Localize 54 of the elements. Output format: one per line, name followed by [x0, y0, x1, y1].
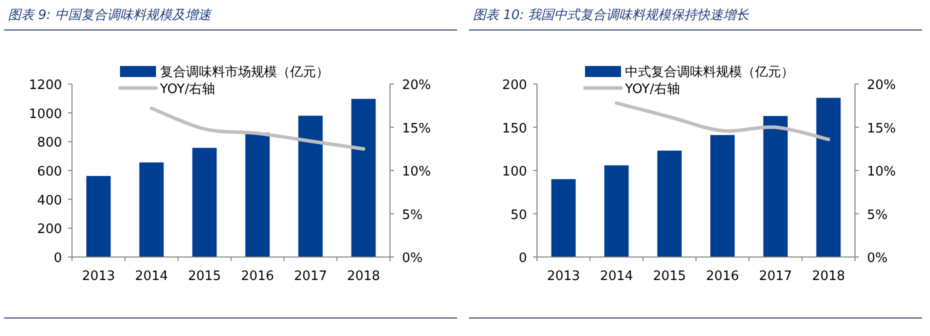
- legend-label: 复合调味料市场规模（亿元）: [160, 65, 329, 80]
- y-tick-label: 0: [54, 251, 62, 266]
- y2-tick-label: 10%: [867, 164, 896, 180]
- y-tick-label: 150: [502, 121, 527, 136]
- y-tick-label: 0: [518, 251, 527, 266]
- y-tick-label: 50: [510, 208, 527, 223]
- x-tick-label: 2017: [758, 269, 792, 284]
- y2-tick-label: 0%: [867, 251, 888, 266]
- x-tick-label: 2014: [600, 269, 634, 284]
- bar: [192, 148, 217, 257]
- bar: [245, 132, 270, 257]
- y2-tick-label: 5%: [402, 208, 423, 223]
- y2-tick-label: 10%: [402, 164, 431, 180]
- x-tick-label: 2013: [546, 269, 580, 284]
- y-tick-label: 200: [37, 222, 62, 238]
- x-tick-label: 2018: [812, 269, 846, 284]
- bar: [763, 116, 788, 257]
- bar: [816, 98, 841, 257]
- y-tick-label: 400: [37, 193, 62, 208]
- x-tick-label: 2015: [188, 269, 222, 284]
- bar: [86, 176, 111, 257]
- bar: [298, 116, 323, 257]
- y-tick-label: 200: [502, 78, 527, 93]
- bar: [551, 179, 576, 257]
- y-tick-label: 600: [37, 164, 62, 180]
- y-tick-label: 800: [37, 136, 62, 151]
- legend-label: 中式复合调味料规模（亿元）: [625, 65, 794, 80]
- y2-tick-label: 15%: [402, 121, 431, 136]
- y-tick-label: 100: [502, 164, 527, 180]
- y-tick-label: 1200: [28, 78, 62, 93]
- x-tick-label: 2016: [706, 269, 740, 284]
- y2-tick-label: 20%: [867, 78, 896, 93]
- y2-tick-label: 5%: [867, 208, 888, 223]
- x-tick-label: 2017: [294, 269, 328, 284]
- legend-label: YOY/右轴: [159, 82, 216, 97]
- x-tick-label: 2013: [82, 269, 116, 284]
- y2-tick-label: 0%: [402, 251, 423, 266]
- bar: [351, 98, 376, 257]
- y-tick-label: 1000: [28, 106, 62, 122]
- y2-tick-label: 20%: [402, 78, 431, 93]
- bar: [657, 150, 682, 257]
- bar: [604, 165, 629, 257]
- x-tick-label: 2014: [134, 269, 168, 284]
- x-tick-label: 2015: [652, 269, 686, 284]
- line-series: [614, 101, 830, 142]
- y2-tick-label: 15%: [867, 121, 896, 136]
- legend-label: YOY/右轴: [624, 82, 680, 97]
- x-tick-label: 2018: [346, 269, 380, 284]
- bar: [139, 162, 164, 257]
- chart-title: 图表 9: 中国复合调味料规模及增速: [8, 8, 212, 23]
- x-tick-label: 2016: [240, 269, 274, 284]
- chart-title: 图表 10: 我国中式复合调味料规模保持快速增长: [473, 8, 750, 23]
- bar: [710, 135, 735, 257]
- line-series: [150, 106, 366, 151]
